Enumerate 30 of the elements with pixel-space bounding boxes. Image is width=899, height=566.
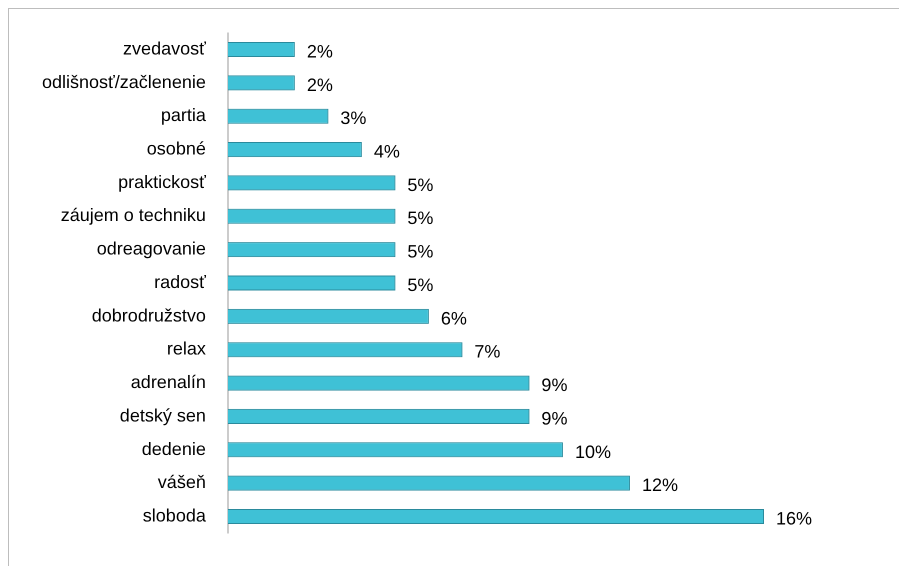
- data-label: 16%: [776, 508, 812, 528]
- data-label: 7%: [474, 342, 500, 362]
- data-label: 5%: [407, 274, 434, 295]
- data-label: 2%: [306, 41, 333, 62]
- y-tick-label: odreagovanie: [96, 238, 206, 259]
- data-label: 4%: [374, 142, 400, 162]
- y-tick-label: adrenalín: [130, 372, 206, 392]
- data-label: 5%: [407, 242, 434, 262]
- data-label: 2%: [306, 74, 333, 95]
- data-label: 9%: [541, 408, 568, 428]
- y-tick-label: dedenie: [142, 438, 206, 459]
- data-label: 6%: [440, 308, 467, 328]
- data-label: 10%: [574, 442, 611, 462]
- y-tick-label: odlišnosť/začlenenie: [42, 72, 206, 92]
- y-tick-label: osobné: [146, 138, 206, 159]
- y-tick-label: radosť: [154, 272, 206, 292]
- y-tick-label: sloboda: [142, 505, 207, 526]
- y-tick-label: dobrodružstvo: [92, 305, 206, 326]
- y-tick-label: zvedavosť: [123, 38, 206, 58]
- y-tick-label: detský sen: [120, 405, 206, 426]
- y-tick-label: záujem o techniku: [60, 205, 206, 226]
- y-tick-label: praktickosť: [118, 172, 206, 192]
- data-label: 12%: [642, 475, 678, 496]
- y-tick-label: relax: [166, 338, 206, 359]
- data-label: 9%: [541, 375, 568, 396]
- data-label: 5%: [407, 174, 434, 195]
- y-tick-label: vášeň: [158, 472, 206, 492]
- data-label: 5%: [407, 208, 434, 228]
- data-label: 3%: [340, 108, 366, 128]
- y-tick-label: partia: [160, 105, 207, 126]
